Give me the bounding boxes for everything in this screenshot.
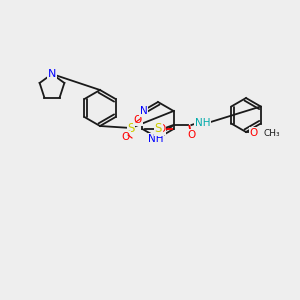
Text: NH: NH <box>195 118 210 128</box>
Text: O: O <box>250 128 258 138</box>
Text: O: O <box>158 124 166 134</box>
Text: NH: NH <box>148 134 164 144</box>
Text: CH₃: CH₃ <box>263 128 280 137</box>
Text: O: O <box>122 132 130 142</box>
Text: O: O <box>134 115 142 125</box>
Text: N: N <box>140 106 147 116</box>
Text: N: N <box>48 69 56 79</box>
Text: O: O <box>187 130 196 140</box>
Text: S: S <box>155 122 162 136</box>
Text: S: S <box>127 122 135 134</box>
